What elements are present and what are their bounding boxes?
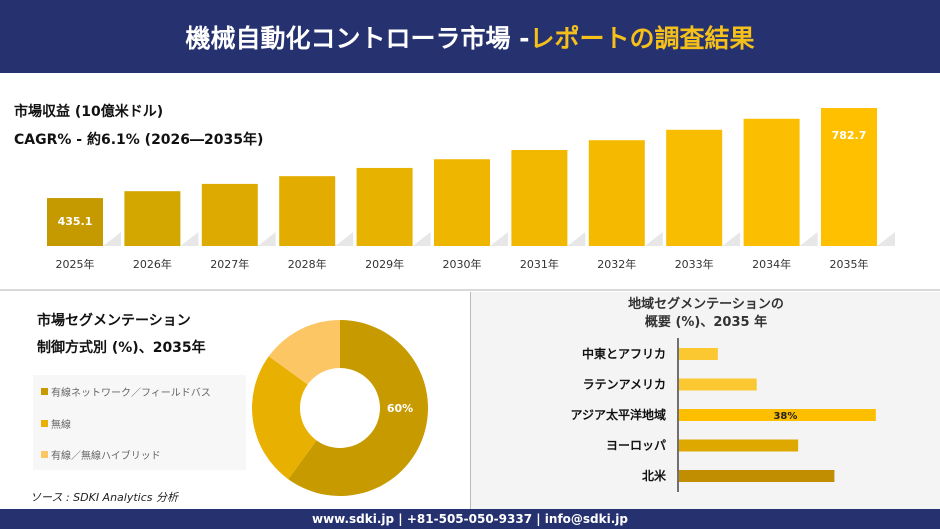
page-header: 機械自動化コントローラ市場 - レポートの調査結果: [0, 0, 940, 73]
revenue-title: 市場収益 (10億米ドル): [14, 104, 164, 120]
legend-swatch: [41, 388, 48, 395]
bar: [47, 198, 103, 246]
legend-item: 有線／無線ハイブリッド: [41, 447, 161, 462]
bar: [821, 108, 877, 246]
x-tick-label: 2028年: [288, 257, 327, 271]
bar-shadow: [257, 232, 276, 246]
bar-shadow: [722, 232, 741, 246]
x-tick-label: 2029年: [365, 257, 404, 271]
bar-value-label: 782.7: [832, 129, 867, 142]
donut-slice: [252, 356, 317, 480]
control-method-donut: 60%: [252, 320, 428, 496]
legend-label: 有線ネットワーク／フィールドバス: [51, 388, 211, 399]
source-note: ソース : SDKI Analytics 分析: [30, 491, 179, 504]
region-value-label: 38%: [773, 411, 797, 422]
x-tick-label: 2025年: [56, 257, 95, 271]
bar: [201, 183, 258, 246]
legend-swatch: [41, 420, 48, 427]
bar-shadow: [799, 232, 818, 246]
legend-label: 無線: [51, 420, 71, 431]
legend-label: 有線／無線ハイブリッド: [51, 451, 161, 462]
donut-slice: [268, 320, 340, 385]
bar: [124, 191, 181, 246]
x-tick-label: 2032年: [597, 257, 636, 271]
region-label: 北米: [642, 468, 667, 483]
x-tick-label: 2035年: [830, 257, 869, 271]
pie-legend: 有線ネットワーク／フィールドバス 無線 有線／無線ハイブリッド: [33, 375, 246, 470]
title-main: 機械自動化コントローラ市場 -: [185, 23, 530, 53]
bar-shadow: [335, 232, 354, 246]
legend-item: 有線ネットワーク／フィールドバス: [41, 384, 211, 399]
revenue-bar-chart: 435.1 2025年 2026年 2027年 2028年 2029年 2030年 2031年…: [47, 108, 895, 271]
bar: [356, 167, 413, 246]
region-label: ヨーロッパ: [606, 439, 666, 453]
x-tick-label: 2030年: [443, 257, 482, 271]
bar-value-label: 435.1: [58, 215, 93, 228]
cagr-text: CAGR% - 約6.1% (2026―2035年): [14, 132, 264, 148]
region-bar: [679, 348, 718, 360]
revenue-section: 市場収益 (10億米ドル) CAGR% - 約6.1% (2026―2035年)…: [0, 73, 940, 291]
footer-contact: www.sdki.jp | +81-505-050-9337 | info@sd…: [0, 509, 940, 529]
bar: [511, 149, 568, 246]
bar-shadow: [103, 232, 121, 246]
region-bar: [679, 409, 876, 421]
slice-label: 60%: [387, 402, 413, 415]
bar: [588, 140, 645, 246]
x-tick-label: 2031年: [520, 257, 559, 271]
legend-item: 無線: [41, 416, 71, 431]
region-label: アジア太平洋地域: [570, 407, 666, 422]
bar-shadow: [644, 232, 663, 246]
region-title: 地域セグメンテーションの 概要 (%)、2035 年: [471, 296, 940, 332]
bar: [434, 159, 490, 246]
bar: [743, 118, 800, 246]
region-label: 中東とアフリカ: [582, 346, 666, 361]
x-tick-label: 2027年: [210, 257, 249, 271]
donut-slice: [288, 320, 428, 496]
region-section: 地域セグメンテーションの 概要 (%)、2035 年 中東とアフリカ ラテンアメリ…: [470, 292, 940, 509]
region-label: ラテンアメリカ: [583, 378, 666, 392]
region-bar: [679, 439, 799, 452]
pie-title: 市場セグメンテーション: [37, 313, 191, 329]
x-tick-label: 2033年: [675, 257, 714, 271]
legend-swatch: [41, 451, 48, 458]
pie-subtitle: 制御方式別 (%)、2035年: [37, 340, 206, 356]
title-accent: レポートの調査結果: [529, 23, 755, 53]
bar-shadow: [490, 232, 508, 246]
region-bar: [679, 470, 835, 482]
region-bar: [679, 378, 757, 391]
bar-shadow: [412, 232, 431, 246]
x-tick-label: 2026年: [133, 257, 172, 271]
x-tick-label: 2034年: [752, 257, 791, 271]
bar-shadow: [877, 232, 895, 246]
bar: [279, 176, 336, 246]
region-title-line2: 概要 (%)、2035 年: [644, 315, 768, 330]
bar-shadow: [180, 232, 199, 246]
region-title-line1: 地域セグメンテーションの: [628, 297, 784, 312]
bar: [666, 129, 723, 246]
bar-shadow: [567, 232, 586, 246]
